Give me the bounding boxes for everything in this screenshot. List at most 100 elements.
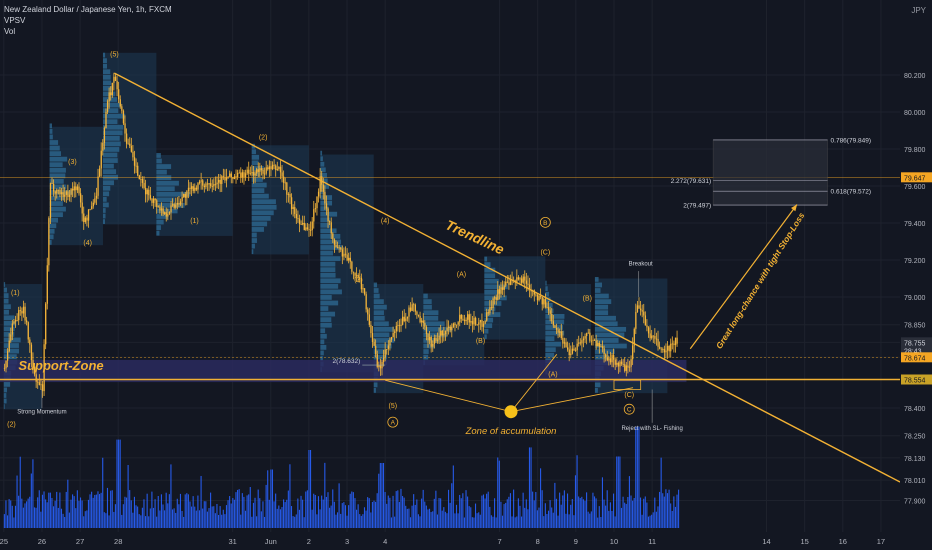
volume-bar (402, 496, 404, 528)
wave-label: (B) (583, 296, 592, 303)
candle-body (492, 298, 494, 309)
volume-bar (659, 491, 661, 528)
volume-bar (3, 514, 5, 528)
candle-body (478, 322, 480, 325)
candle-body (75, 186, 77, 191)
volume-bar (443, 507, 445, 528)
candle-body (351, 261, 353, 272)
volume-bar (422, 489, 424, 528)
volume-profile-bar (320, 272, 336, 278)
candle-body (424, 323, 426, 327)
candle-body (536, 295, 539, 301)
volume-profile-bar (320, 339, 325, 345)
support-zone-label: Support-Zone (18, 358, 103, 373)
candle-body (183, 193, 185, 197)
accumulation-point[interactable] (504, 405, 518, 419)
volume-bar (644, 496, 646, 528)
projection-arrow[interactable] (689, 204, 798, 350)
indicator-vol[interactable]: Vol (4, 27, 16, 36)
volume-profile-bar (423, 321, 445, 327)
candle-body (668, 345, 670, 352)
volume-bar (30, 473, 32, 528)
volume-bar (243, 496, 245, 528)
fib-projection[interactable]: 0.786(79.849) 2.272(79.631) 0.618(79.572) 2… (332, 137, 871, 366)
candle-body (413, 304, 415, 306)
volume-bar (108, 515, 110, 528)
volume-bar (592, 492, 594, 528)
candle-body (671, 343, 674, 345)
time-axis-background (0, 532, 932, 550)
candle-body (235, 176, 237, 178)
time-tick-label: 7 (497, 537, 501, 546)
volume-bar (387, 495, 389, 528)
volume-bar (37, 497, 39, 528)
volume-bar (65, 491, 67, 528)
volume-profile-bar (102, 63, 107, 69)
symbol-title[interactable]: New Zealand Dollar / Japanese Yen, 1h, F… (4, 5, 172, 14)
candle-body (125, 133, 128, 144)
indicator-vpsv[interactable]: VPSV (4, 16, 26, 25)
candle-body (543, 299, 545, 305)
candle-body (225, 177, 228, 181)
volume-profile-bar (594, 326, 627, 332)
volume-bar (194, 506, 196, 528)
volume-bar (230, 503, 232, 528)
candle-body (333, 239, 336, 245)
volume-bar (525, 499, 527, 528)
circled-wave-label: B (543, 220, 547, 227)
candle-body (18, 310, 20, 321)
volume-bar (379, 463, 381, 528)
volume-profile-bar (594, 338, 619, 343)
volume-profile-bar (484, 334, 487, 340)
volume-bar (601, 477, 604, 528)
volume-profile-bar (102, 152, 118, 158)
price-tick-label: 78.250 (904, 434, 926, 441)
main-trendline[interactable] (114, 72, 901, 483)
volume-bar (6, 515, 9, 528)
candle-body (528, 284, 531, 290)
volume-profile-bar (320, 156, 323, 162)
candle-body (341, 249, 344, 257)
volume-profile-bar (423, 343, 435, 349)
volume-profile-bar (49, 201, 63, 206)
volume-bar (309, 450, 312, 528)
candle-body (498, 289, 501, 294)
volume-profile-bar (320, 222, 331, 228)
volume-bar (638, 426, 640, 528)
volume-bar (75, 508, 77, 528)
candle-body (639, 308, 642, 311)
candle-body (425, 326, 428, 334)
candle-body (392, 333, 394, 338)
price-axis[interactable]: 80.200 80.000 79.800 79.600 79.400 79.200 79.0… (900, 0, 932, 550)
volume-bar (467, 496, 469, 528)
volume-profile-bar (156, 164, 172, 169)
candle-body (633, 328, 635, 346)
volume-bar (140, 515, 142, 528)
volume-bar (336, 512, 339, 528)
candle-body (303, 222, 305, 231)
candle-body (378, 365, 380, 367)
volume-profile-bar (102, 74, 111, 80)
candle-body (151, 198, 153, 203)
time-tick-label: 17 (877, 537, 885, 546)
volume-profile-bar (484, 256, 488, 262)
candle-body (211, 186, 213, 187)
candle-body (359, 277, 361, 279)
candle-body (240, 172, 242, 178)
candle-body (608, 358, 610, 361)
volume-bar (64, 516, 66, 528)
volume-bar (557, 515, 559, 528)
candle-body (443, 334, 445, 336)
volume-profile-bar (251, 210, 274, 216)
volume-bar (11, 505, 13, 528)
candle-body (40, 384, 42, 386)
volume-bar (43, 491, 45, 528)
volume-bar (273, 501, 275, 528)
candle-body (452, 323, 455, 327)
candle-body (674, 337, 677, 346)
volume-bar (235, 492, 237, 528)
candle-body (666, 345, 669, 351)
volume-profile-bar (484, 289, 502, 295)
time-axis[interactable]: 25 26 27 28 31 Jun 2 3 4 7 8 9 10 11 14 15 16 17 (0, 532, 932, 550)
